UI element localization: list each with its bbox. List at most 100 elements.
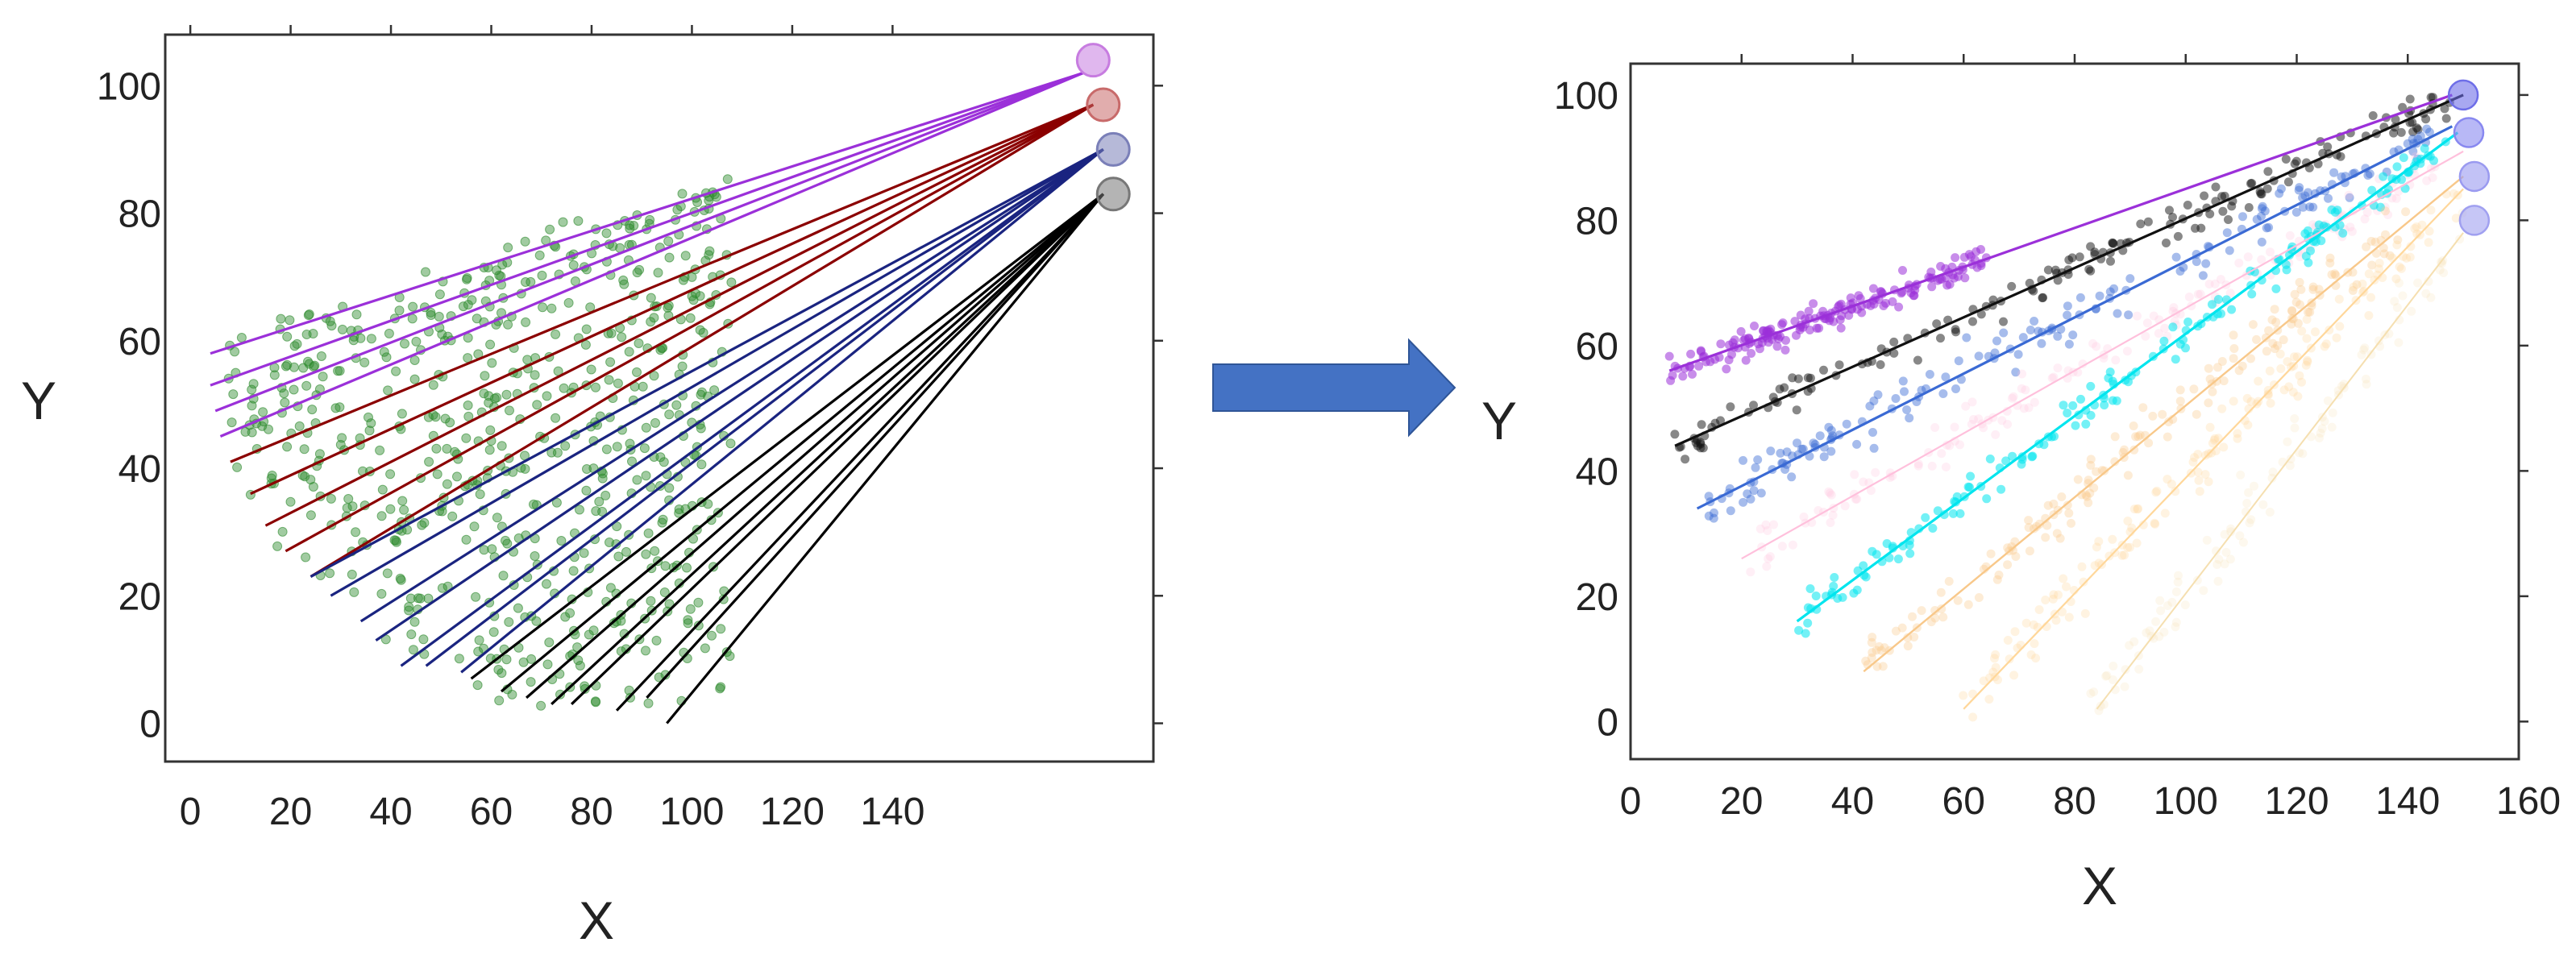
left-scatter-point bbox=[347, 501, 358, 512]
right-scatter-point bbox=[2092, 467, 2101, 476]
left-scatter-point bbox=[492, 513, 502, 523]
right-scatter-point bbox=[2086, 266, 2096, 276]
right-scatter-point bbox=[1759, 326, 1768, 335]
right-scatter-point bbox=[2184, 293, 2194, 301]
right-scatter-point bbox=[1793, 438, 1801, 448]
right-scatter-point bbox=[2252, 334, 2261, 344]
left-scatter-point bbox=[463, 401, 473, 410]
right-scatter-point bbox=[2398, 291, 2408, 301]
right-scatter-point bbox=[2413, 278, 2423, 288]
right-scatter-point bbox=[2154, 632, 2164, 641]
right-scatter-point bbox=[2204, 280, 2214, 289]
right-scatter-point bbox=[1837, 311, 1847, 321]
right-x-tick-label: 0 bbox=[1620, 780, 1642, 823]
right-scatter-point bbox=[2173, 231, 2183, 241]
right-scatter-point bbox=[2290, 423, 2300, 433]
right-scatter-point bbox=[1908, 612, 1917, 621]
right-scatter-point bbox=[1984, 695, 1994, 704]
right-scatter-point bbox=[1941, 372, 1951, 382]
left-series-line bbox=[400, 148, 1104, 667]
left-scatter-point bbox=[683, 618, 693, 629]
left-scatter-point bbox=[454, 654, 464, 664]
left-scatter-point bbox=[269, 370, 280, 380]
right-scatter-point bbox=[2362, 242, 2371, 251]
left-scatter-point bbox=[700, 643, 710, 654]
right-scatter-point bbox=[2302, 334, 2312, 343]
right-scatter-point bbox=[1746, 567, 1755, 577]
right-scatter-point bbox=[2391, 193, 2401, 203]
right-scatter-point bbox=[2287, 306, 2297, 316]
right-scatter-point bbox=[2297, 377, 2306, 387]
left-scatter-point bbox=[248, 379, 259, 389]
right-scatter-point bbox=[2155, 596, 2165, 605]
right-top-ticks bbox=[1740, 54, 2409, 64]
right-scatter-point bbox=[2011, 552, 2021, 561]
left-scatter-point bbox=[479, 388, 489, 399]
left-scatter-point bbox=[651, 635, 662, 646]
left-scatter-point bbox=[276, 313, 286, 324]
right-x-tick-label: 160 bbox=[2496, 780, 2561, 823]
right-scatter-point bbox=[1921, 513, 1930, 522]
left-scatter-point bbox=[677, 361, 688, 372]
right-scatter-point bbox=[2089, 483, 2099, 492]
right-scatter-point bbox=[2365, 169, 2374, 179]
left-scatter-point bbox=[308, 482, 318, 492]
left-scatter-point bbox=[542, 659, 553, 670]
right-scatter-point bbox=[2076, 394, 2085, 404]
left-y-tick-label: 80 bbox=[118, 193, 161, 236]
right-scatter-point bbox=[1766, 446, 1776, 456]
right-scatter-point bbox=[1972, 263, 1982, 272]
left-scatter-point bbox=[687, 291, 697, 301]
left-anchor-layer bbox=[1075, 43, 1131, 212]
left-scatter-point bbox=[236, 333, 247, 342]
left-scatter-point bbox=[629, 221, 639, 230]
right-scatter-point bbox=[2162, 239, 2171, 247]
right-scatter-point bbox=[2391, 274, 2401, 284]
left-series-line bbox=[230, 103, 1094, 463]
right-scatter-point bbox=[2084, 498, 2093, 508]
right-scatter-point bbox=[2063, 301, 2072, 311]
left-scatter-point bbox=[696, 459, 707, 470]
right-scatter-point bbox=[1872, 646, 1881, 655]
right-scatter-point bbox=[1905, 413, 1914, 423]
left-scatter-point bbox=[404, 605, 414, 616]
right-scatter-point bbox=[1889, 337, 1899, 347]
right-scatter-point bbox=[2408, 147, 2418, 156]
left-scatter-point bbox=[381, 352, 392, 363]
right-scatter-point bbox=[2171, 587, 2181, 596]
left-scatter-point bbox=[366, 418, 376, 429]
right-scatter-point bbox=[1963, 482, 1973, 492]
right-scatter-point bbox=[2217, 404, 2227, 413]
right-scatter-point bbox=[1756, 488, 1766, 498]
right-scatter-point bbox=[1960, 273, 1970, 283]
right-scatter-point bbox=[2429, 156, 2438, 165]
left-scatter-point bbox=[408, 645, 418, 655]
left-scatter-point bbox=[674, 504, 684, 514]
left-scatter-point bbox=[485, 339, 496, 350]
right-scatter-point bbox=[2047, 373, 2057, 383]
right-scatter-point bbox=[2032, 521, 2042, 531]
right-scatter-point bbox=[1891, 394, 1901, 403]
right-scatter-point bbox=[2406, 242, 2416, 251]
right-scatter-point bbox=[2257, 204, 2266, 214]
right-scatter-point bbox=[2021, 385, 2030, 395]
right-series-line bbox=[2096, 232, 2464, 710]
right-scatter-point bbox=[1803, 618, 1813, 628]
left-scatter-point bbox=[545, 224, 555, 235]
right-scatter-point bbox=[2390, 297, 2399, 306]
left-scatter-point bbox=[462, 274, 472, 284]
left-scatter-point bbox=[334, 366, 345, 376]
right-anchor-marker bbox=[2458, 205, 2491, 236]
left-x-tick-label: 60 bbox=[470, 791, 513, 833]
left-scatter-point bbox=[366, 334, 376, 344]
right-scatter-point bbox=[1991, 430, 2001, 439]
right-scatter-point bbox=[2195, 487, 2204, 496]
right-scatter-point bbox=[2213, 363, 2222, 372]
left-series-line bbox=[214, 71, 1084, 413]
right-scatter-point bbox=[1961, 401, 1971, 411]
left-scatter-point bbox=[658, 514, 668, 525]
right-scatter-point bbox=[2141, 331, 2150, 341]
right-scatter-point bbox=[1753, 455, 1763, 464]
right-scatter-point bbox=[2129, 637, 2139, 646]
right-scatter-point bbox=[2095, 291, 2104, 301]
